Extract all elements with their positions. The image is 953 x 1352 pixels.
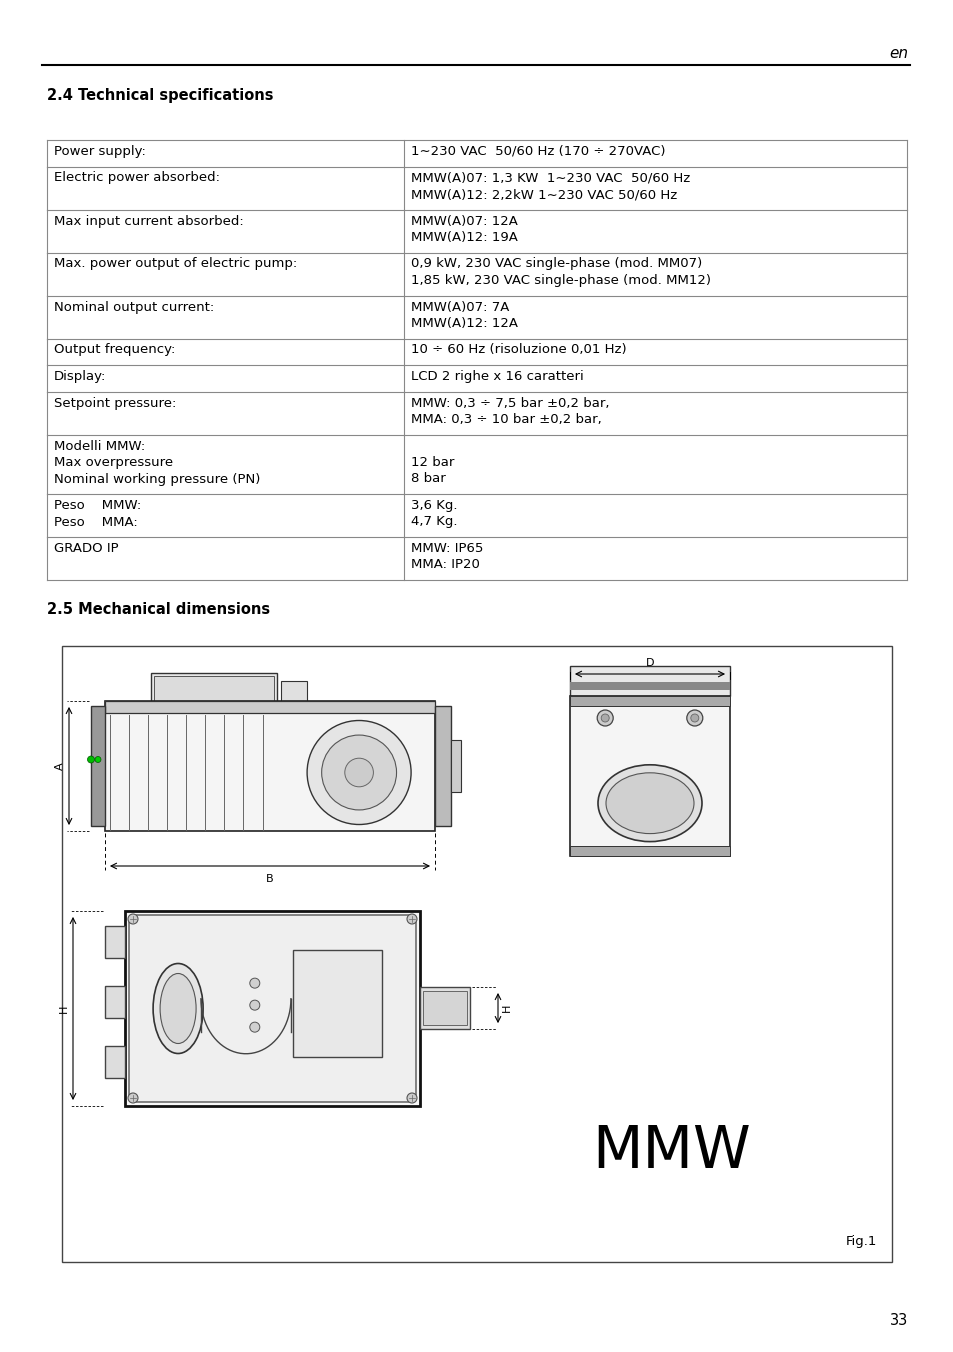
Bar (47, 392, 906, 434)
Bar (293, 950, 381, 1057)
Text: Modelli MMW:: Modelli MMW: (54, 439, 145, 453)
Text: H: H (501, 1005, 512, 1013)
Text: Peso    MMW:: Peso MMW: (54, 499, 141, 512)
Bar (47, 365, 906, 392)
Circle shape (344, 758, 373, 787)
Text: 12 bar: 12 bar (411, 456, 454, 469)
Bar (47, 296, 906, 338)
Text: Nominal working pressure (PN): Nominal working pressure (PN) (54, 472, 260, 485)
Ellipse shape (605, 773, 693, 834)
Text: MMW: MMW (592, 1122, 751, 1179)
Bar (105, 700, 435, 713)
Text: 4,7 Kg.: 4,7 Kg. (411, 515, 456, 529)
Text: 3,6 Kg.: 3,6 Kg. (411, 499, 456, 512)
Text: H: H (59, 1005, 69, 1013)
Circle shape (128, 1092, 138, 1103)
Circle shape (250, 1022, 259, 1032)
Text: Display:: Display: (54, 370, 107, 383)
Ellipse shape (598, 765, 701, 841)
Text: A: A (55, 763, 65, 769)
Ellipse shape (152, 964, 203, 1053)
Bar (125, 911, 419, 1106)
Bar (47, 141, 906, 166)
Text: 2.5 Mechanical dimensions: 2.5 Mechanical dimensions (47, 602, 270, 617)
Circle shape (250, 977, 259, 988)
Text: Max overpressure: Max overpressure (54, 456, 172, 469)
Text: MMW(A)07: 7A: MMW(A)07: 7A (411, 300, 509, 314)
Text: D: D (645, 658, 654, 668)
Bar (569, 696, 729, 856)
Text: Max. power output of electric pump:: Max. power output of electric pump: (54, 257, 297, 270)
Text: MMW(A)07: 1,3 KW  1∼230 VAC  50/60 Hz: MMW(A)07: 1,3 KW 1∼230 VAC 50/60 Hz (411, 172, 689, 184)
Circle shape (95, 757, 101, 763)
Text: Output frequency:: Output frequency: (54, 343, 175, 357)
Text: B: B (266, 873, 274, 884)
Text: Setpoint pressure:: Setpoint pressure: (54, 396, 176, 410)
Text: 1∼230 VAC  50/60 Hz (170 ÷ 270VAC): 1∼230 VAC 50/60 Hz (170 ÷ 270VAC) (411, 145, 664, 158)
Bar (47, 166, 906, 210)
Circle shape (307, 721, 411, 825)
Circle shape (88, 756, 94, 763)
Text: en: en (888, 46, 907, 61)
Text: MMW: 0,3 ÷ 7,5 bar ±0,2 bar,: MMW: 0,3 ÷ 7,5 bar ±0,2 bar, (411, 396, 609, 410)
Bar (47, 338, 906, 365)
Ellipse shape (160, 973, 196, 1044)
Circle shape (128, 914, 138, 923)
Bar (105, 926, 125, 959)
Text: 0,9 kW, 230 VAC single-phase (mod. MM07): 0,9 kW, 230 VAC single-phase (mod. MM07) (411, 257, 701, 270)
Circle shape (321, 735, 396, 810)
Text: MMW(A)12: 19A: MMW(A)12: 19A (411, 231, 517, 243)
Bar (419, 987, 470, 1029)
Text: 2.4 Technical specifications: 2.4 Technical specifications (47, 88, 274, 103)
Bar (105, 700, 435, 831)
Text: Nominal output current:: Nominal output current: (54, 300, 214, 314)
Circle shape (597, 710, 613, 726)
Bar (435, 706, 451, 826)
Text: MMA: IP20: MMA: IP20 (411, 558, 479, 572)
Circle shape (407, 1092, 416, 1103)
Text: Power supply:: Power supply: (54, 145, 146, 158)
Bar (569, 681, 729, 690)
Text: Electric power absorbed:: Electric power absorbed: (54, 172, 220, 184)
Text: LCD 2 righe x 16 caratteri: LCD 2 righe x 16 caratteri (411, 370, 583, 383)
Bar (62, 646, 891, 1261)
Circle shape (250, 1000, 259, 1010)
Circle shape (686, 710, 702, 726)
Text: 1,85 kW, 230 VAC single-phase (mod. MM12): 1,85 kW, 230 VAC single-phase (mod. MM12… (411, 274, 710, 287)
Bar (154, 676, 274, 700)
FancyBboxPatch shape (129, 915, 416, 1102)
Bar (47, 537, 906, 580)
Bar (47, 493, 906, 537)
Text: Fig.1: Fig.1 (844, 1234, 876, 1248)
Bar (451, 740, 460, 792)
Text: MMA: 0,3 ÷ 10 bar ±0,2 bar,: MMA: 0,3 ÷ 10 bar ±0,2 bar, (411, 412, 601, 426)
Circle shape (600, 714, 609, 722)
Text: 10 ÷ 60 Hz (risoluzione 0,01 Hz): 10 ÷ 60 Hz (risoluzione 0,01 Hz) (411, 343, 626, 357)
Bar (91, 706, 105, 826)
Text: 33: 33 (889, 1313, 907, 1328)
Bar (47, 210, 906, 253)
Circle shape (690, 714, 698, 722)
Text: Peso    MMA:: Peso MMA: (54, 515, 137, 529)
Text: MMW: IP65: MMW: IP65 (411, 542, 483, 556)
Text: 8 bar: 8 bar (411, 472, 445, 485)
Bar (422, 991, 467, 1025)
Text: MMW(A)12: 12A: MMW(A)12: 12A (411, 316, 517, 330)
Circle shape (407, 914, 416, 923)
Bar (47, 253, 906, 296)
Text: GRADO IP: GRADO IP (54, 542, 118, 556)
Bar (569, 667, 729, 696)
Bar (569, 846, 729, 856)
Text: Max input current absorbed:: Max input current absorbed: (54, 215, 244, 227)
Text: MMW(A)07: 12A: MMW(A)07: 12A (411, 215, 517, 227)
Bar (151, 673, 276, 706)
Bar (105, 1046, 125, 1078)
Bar (280, 681, 307, 706)
Text: MMW(A)12: 2,2kW 1∼230 VAC 50/60 Hz: MMW(A)12: 2,2kW 1∼230 VAC 50/60 Hz (411, 188, 677, 201)
Bar (105, 986, 125, 1018)
Bar (47, 434, 906, 493)
Bar (569, 696, 729, 706)
